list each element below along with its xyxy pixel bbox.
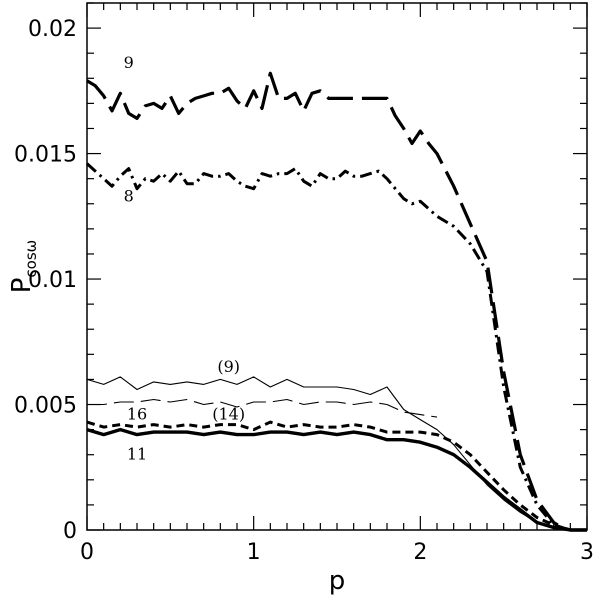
series-line-5 (86, 420, 587, 532)
x-tick-label: 2 (413, 540, 427, 565)
annotation-layer: 9 8 (9) 16 (14) 11 (124, 53, 246, 463)
series-line-2 (85, 162, 587, 532)
x-tick-label: 1 (247, 540, 261, 565)
series-line-3 (86, 376, 587, 531)
y-tick-label: 0.01 (28, 268, 77, 293)
series-line-4 (87, 398, 438, 418)
annotation-label: 8 (124, 186, 134, 205)
y-tick-label: 0 (63, 519, 77, 544)
annotation-label: 9 (124, 53, 134, 72)
annotation-label: 16 (127, 405, 147, 424)
x-tick-label: 0 (80, 540, 94, 565)
x-axis-label: p (329, 566, 346, 596)
series-line-6 (86, 427, 587, 532)
y-tick-label: 0.015 (14, 143, 77, 168)
y-axis-label-subscript: cosω (22, 240, 40, 278)
tick-layer: 0 1 2 3 0 0.005 0.01 0.015 0.02 (14, 2, 594, 565)
annotation-label: 11 (127, 445, 147, 464)
y-tick-label: 0.005 (14, 394, 77, 419)
series-layer (85, 71, 587, 532)
series-line-1 (86, 71, 587, 532)
y-axis-label-main: P (7, 278, 37, 294)
y-axis-label: Pcosω (7, 240, 40, 294)
y-tick-label: 0.02 (28, 17, 77, 42)
plot-frame (86, 2, 588, 531)
annotation-label: (9) (217, 357, 240, 376)
x-tick-label: 3 (580, 540, 594, 565)
annotation-label: (14) (212, 405, 245, 424)
